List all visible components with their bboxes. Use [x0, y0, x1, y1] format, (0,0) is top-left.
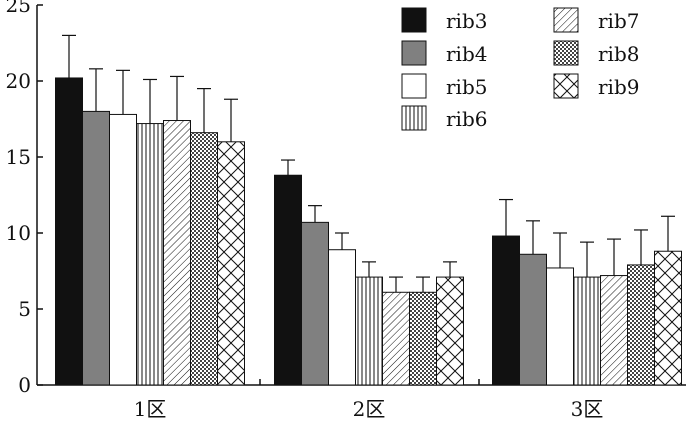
bar-rib5-1: [109, 113, 137, 386]
y-tick-label: 10: [6, 221, 31, 245]
legend-swatch-rib4: [401, 40, 427, 66]
bar-rib6-3: [573, 276, 601, 386]
bar-rib8-3: [627, 264, 655, 386]
legend-swatch-rib8: [553, 40, 579, 66]
y-tick-label: 25: [6, 0, 31, 17]
bar-rib3-1: [55, 77, 83, 386]
x-tick-label: 2区: [353, 397, 386, 421]
x-tick-label: 1区: [134, 397, 167, 421]
bar-rib7-2: [382, 291, 410, 386]
legend-label-rib9: rib9: [598, 75, 639, 99]
y-tick-label: 0: [18, 373, 31, 397]
legend-label-rib3: rib3: [446, 9, 487, 33]
y-tick-label: 15: [6, 145, 31, 169]
bar-rib5-3: [546, 267, 574, 386]
bar-rib6-1: [136, 123, 164, 386]
bar-rib9-3: [654, 250, 682, 386]
legend-swatch-rib5: [401, 73, 427, 99]
bar-rib6-2: [355, 276, 383, 386]
legend-swatch-rib3: [401, 7, 427, 33]
bar-rib3-2: [274, 174, 302, 386]
axes: 0 5 10 15 20 25 1区 2区 3区: [6, 0, 686, 421]
bars: [55, 34, 682, 386]
bar-rib9-1: [217, 141, 245, 386]
legend: rib3 rib4 rib5 rib6 rib7 rib8 rib9: [401, 7, 639, 131]
legend-swatch-rib7: [553, 7, 579, 33]
legend-label-rib5: rib5: [446, 75, 487, 99]
legend-swatch-rib6: [401, 105, 427, 131]
legend-label-rib4: rib4: [446, 42, 487, 66]
legend-label-rib8: rib8: [598, 42, 639, 66]
y-tick-label: 20: [6, 69, 31, 93]
legend-label-rib7: rib7: [598, 9, 639, 33]
y-tick-label: 5: [18, 297, 31, 321]
bar-rib5-2: [328, 249, 356, 386]
bar-rib3-3: [492, 235, 520, 386]
bar-rib7-1: [163, 120, 191, 386]
x-tick-label: 3区: [571, 397, 604, 421]
bar-rib8-1: [190, 132, 218, 386]
bar-rib4-1: [82, 110, 110, 386]
bar-rib8-2: [409, 291, 437, 386]
legend-swatch-rib9: [553, 73, 579, 99]
bar-rib9-2: [436, 276, 464, 386]
legend-label-rib6: rib6: [446, 107, 487, 131]
bar-rib4-2: [301, 221, 329, 386]
bar-rib4-3: [519, 253, 547, 386]
bar-rib7-3: [600, 275, 628, 386]
